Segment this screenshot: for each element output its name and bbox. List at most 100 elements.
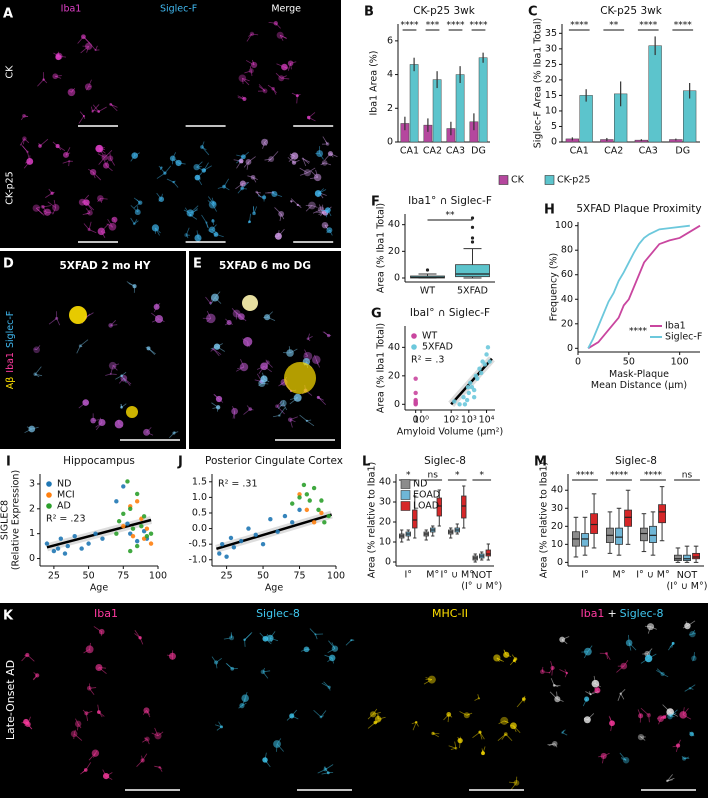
flier <box>425 268 430 272</box>
cell-process <box>26 426 32 430</box>
cell-process <box>228 322 233 325</box>
y-tick-label: 4 <box>387 69 393 80</box>
point <box>139 524 144 529</box>
cell-process <box>257 195 265 198</box>
chart-title: Siglec-8 <box>615 455 657 467</box>
cell-process <box>682 625 688 629</box>
cell-process <box>322 136 328 145</box>
cell-process <box>36 345 41 350</box>
cell-process <box>296 95 298 104</box>
cell-process <box>330 153 338 158</box>
cell-process <box>425 677 432 680</box>
cell-process <box>197 177 201 180</box>
cell-process <box>325 210 329 218</box>
cell-process <box>42 210 48 213</box>
cell-process <box>85 212 91 215</box>
cell-process <box>247 341 250 348</box>
cell-process <box>210 346 218 350</box>
point <box>246 526 251 531</box>
legend-marker <box>498 175 509 185</box>
y-tick-label: 0 <box>394 399 400 410</box>
trend-line <box>46 518 152 549</box>
cell-process <box>33 675 38 681</box>
cell-process <box>232 406 236 412</box>
cell-process <box>245 60 255 66</box>
cell-process <box>77 723 79 731</box>
cell-process <box>274 193 283 198</box>
cell-process <box>242 698 246 705</box>
panel-letter: K <box>3 609 14 624</box>
cell-process <box>276 400 283 407</box>
cell-process <box>300 172 308 176</box>
point <box>220 541 225 547</box>
point <box>100 536 105 541</box>
cell-process <box>134 220 139 225</box>
x-tick-label: 10² <box>443 415 459 426</box>
cell-process <box>672 745 679 748</box>
trend-line <box>216 513 332 551</box>
flier <box>470 240 475 244</box>
cell-process <box>98 667 107 669</box>
cell-process <box>31 426 39 430</box>
cell-process <box>562 636 570 640</box>
cell-process <box>327 648 336 654</box>
cell-process <box>324 224 328 229</box>
point <box>148 541 154 546</box>
cell-process <box>256 191 260 197</box>
cell-process <box>57 145 66 152</box>
cell-process <box>477 694 480 699</box>
cell-process <box>270 637 279 642</box>
cell-process <box>331 657 334 664</box>
cell-process <box>52 207 57 215</box>
panel-letter: E <box>193 257 202 272</box>
cell-process <box>606 653 608 660</box>
point <box>487 359 492 364</box>
panel-letter: D <box>3 257 14 272</box>
cell-process <box>159 167 162 170</box>
cell-process <box>479 732 483 740</box>
cell-process <box>142 710 147 715</box>
cell-process <box>550 661 553 669</box>
cell-process <box>478 697 480 700</box>
cell-process <box>307 336 313 340</box>
cell-process <box>42 206 47 212</box>
y-tick-label: 2 <box>387 103 393 114</box>
box <box>649 525 657 543</box>
cell-process <box>130 155 136 162</box>
cell-process <box>264 142 268 146</box>
point <box>224 554 229 559</box>
cell-process <box>675 745 679 752</box>
cell-process <box>98 157 105 165</box>
cell-process <box>593 675 596 684</box>
cell-process <box>27 654 35 662</box>
cell-process <box>583 651 589 659</box>
point <box>413 390 418 396</box>
x-tick-label: 0 <box>575 357 581 368</box>
cell-process <box>207 200 213 205</box>
cell-process <box>73 729 76 734</box>
point <box>316 507 321 513</box>
cell-process <box>236 312 242 317</box>
panel-letter: M <box>534 455 547 470</box>
cell-process <box>87 79 92 88</box>
cell-process <box>682 708 689 716</box>
y-axis-label: Area (% relative to Iba1) <box>367 462 378 578</box>
cell-process <box>542 671 551 674</box>
panel-letter: A <box>3 7 13 22</box>
cell-process <box>262 667 265 673</box>
cell-process <box>264 759 268 763</box>
cell-process <box>264 634 269 639</box>
cell-process <box>247 221 250 224</box>
cell-process <box>306 648 309 650</box>
channel-name: Iba1 <box>5 352 16 373</box>
cell-process <box>267 84 274 90</box>
point <box>79 546 84 551</box>
bar <box>579 95 593 143</box>
cell-process <box>151 732 159 737</box>
x-tick-label: NOT (I° ∪ M°) <box>667 570 708 592</box>
cell-process <box>151 312 160 320</box>
cell-process <box>207 229 213 231</box>
cell-process <box>172 152 177 159</box>
chart-title: CK-p25 3wk <box>413 5 476 17</box>
cell-process <box>85 402 89 405</box>
